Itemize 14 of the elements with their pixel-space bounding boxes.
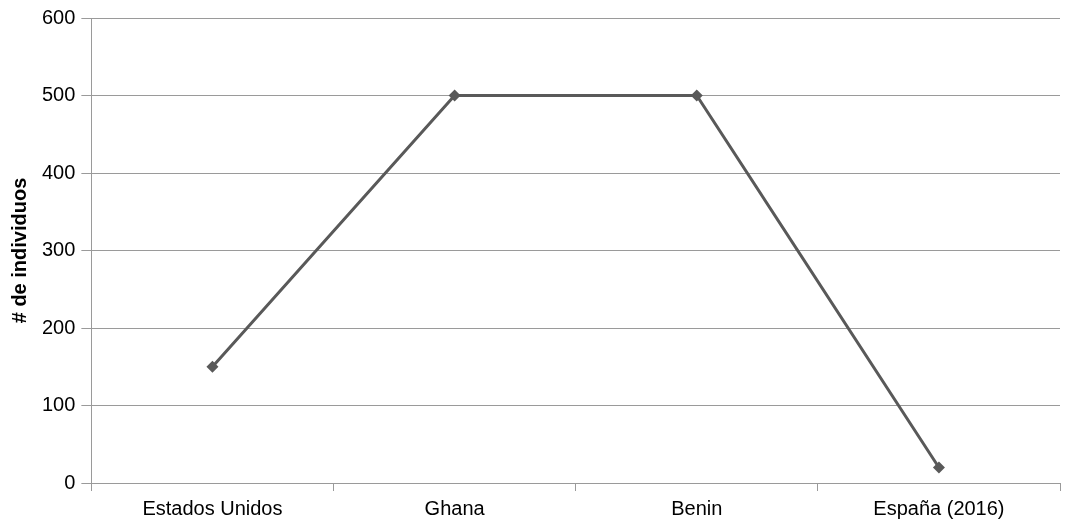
y-tick-label: 100 — [41, 393, 76, 416]
point — [206, 360, 219, 373]
y-tick-label: 400 — [41, 160, 76, 183]
x-tick-label: España (2016) — [873, 496, 1005, 519]
x-tick-label: Ghana — [424, 496, 486, 519]
x-tick-label: Estados Unidos — [142, 496, 283, 519]
y-tick-label: 200 — [41, 315, 76, 338]
y-tick-label: 600 — [41, 5, 76, 28]
point — [932, 461, 945, 474]
y-tick-label: 0 — [64, 470, 76, 493]
y-axis-title: # de individuos — [7, 177, 30, 324]
x-tick-label: Benin — [671, 496, 723, 519]
y-tick-label: 300 — [41, 238, 76, 261]
y-tick-label: 500 — [41, 83, 76, 106]
